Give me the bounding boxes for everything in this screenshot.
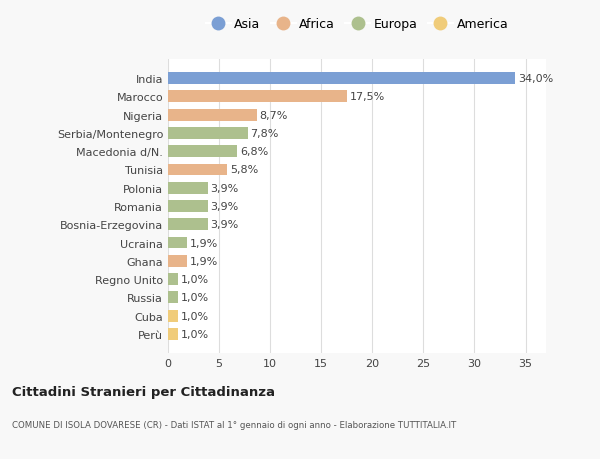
Text: Cittadini Stranieri per Cittadinanza: Cittadini Stranieri per Cittadinanza: [12, 385, 275, 398]
Bar: [168, 110, 257, 121]
Text: 1,0%: 1,0%: [181, 293, 209, 302]
Bar: [168, 91, 347, 103]
Text: 6,8%: 6,8%: [240, 147, 268, 157]
Bar: [168, 146, 238, 158]
Text: 1,0%: 1,0%: [181, 311, 209, 321]
Text: 7,8%: 7,8%: [250, 129, 278, 139]
Text: 1,0%: 1,0%: [181, 274, 209, 285]
Bar: [168, 73, 515, 85]
Text: 5,8%: 5,8%: [230, 165, 258, 175]
Text: 1,0%: 1,0%: [181, 329, 209, 339]
Bar: [168, 219, 208, 231]
Text: COMUNE DI ISOLA DOVARESE (CR) - Dati ISTAT al 1° gennaio di ogni anno - Elaboraz: COMUNE DI ISOLA DOVARESE (CR) - Dati IST…: [12, 420, 456, 429]
Bar: [168, 274, 178, 285]
Text: 17,5%: 17,5%: [349, 92, 385, 102]
Text: 3,9%: 3,9%: [211, 183, 239, 193]
Text: 1,9%: 1,9%: [190, 256, 218, 266]
Bar: [168, 164, 227, 176]
Bar: [168, 310, 178, 322]
Text: 34,0%: 34,0%: [518, 74, 553, 84]
Bar: [168, 292, 178, 303]
Bar: [168, 328, 178, 340]
Text: 3,9%: 3,9%: [211, 202, 239, 212]
Bar: [168, 237, 187, 249]
Text: 1,9%: 1,9%: [190, 238, 218, 248]
Text: 3,9%: 3,9%: [211, 220, 239, 230]
Bar: [168, 255, 187, 267]
Legend: Asia, Africa, Europa, America: Asia, Africa, Europa, America: [200, 13, 514, 36]
Bar: [168, 128, 248, 140]
Bar: [168, 182, 208, 194]
Text: 8,7%: 8,7%: [259, 111, 288, 120]
Bar: [168, 201, 208, 213]
